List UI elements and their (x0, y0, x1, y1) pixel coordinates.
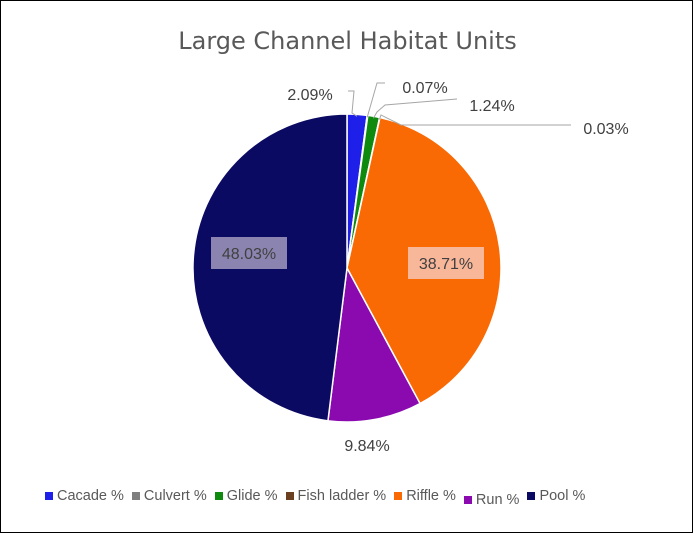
data-label: 0.07% (402, 80, 447, 97)
data-label: 2.09% (287, 87, 332, 104)
data-label: 9.84% (344, 438, 389, 455)
legend: Cacade % Culvert % Glide % Fish ladder % Rif… (45, 488, 585, 508)
data-label: 38.71% (419, 256, 473, 273)
data-label: 0.03% (583, 121, 628, 138)
legend-label: Riffle % (406, 488, 456, 504)
legend-item: Glide % (214, 488, 278, 508)
data-label-box (408, 247, 484, 279)
data-label: 1.24% (469, 98, 514, 115)
data-label-box (211, 237, 287, 269)
legend-item: Culvert % (131, 488, 207, 508)
legend-swatch (214, 492, 223, 500)
legend-label: Pool % (539, 488, 586, 504)
legend-swatch (527, 492, 536, 500)
legend-label: Fish ladder % (297, 488, 387, 504)
leader-line (378, 114, 571, 126)
legend-label: Glide % (226, 488, 278, 504)
legend-swatch (131, 492, 140, 500)
leader-line (372, 98, 458, 119)
legend-swatch (45, 492, 53, 500)
legend-swatch (463, 496, 472, 504)
legend-label: Run % (475, 492, 520, 508)
legend-label: Cacade % (57, 488, 124, 504)
leader-line (366, 82, 385, 118)
data-label: 48.03% (222, 246, 276, 263)
leader-line (348, 90, 358, 117)
legend-swatch (394, 492, 403, 500)
pie-slice-run (327, 265, 422, 423)
legend-item: Riffle % (394, 488, 456, 508)
legend-item: Run % (463, 488, 520, 508)
chart-title: Large Channel Habitat Units (178, 27, 517, 55)
legend-item: Cacade % (45, 488, 124, 508)
legend-label: Culvert % (143, 488, 207, 504)
legend-swatch (285, 492, 294, 500)
legend-item: Fish ladder % (285, 488, 387, 508)
legend-item: Pool % (527, 488, 585, 508)
